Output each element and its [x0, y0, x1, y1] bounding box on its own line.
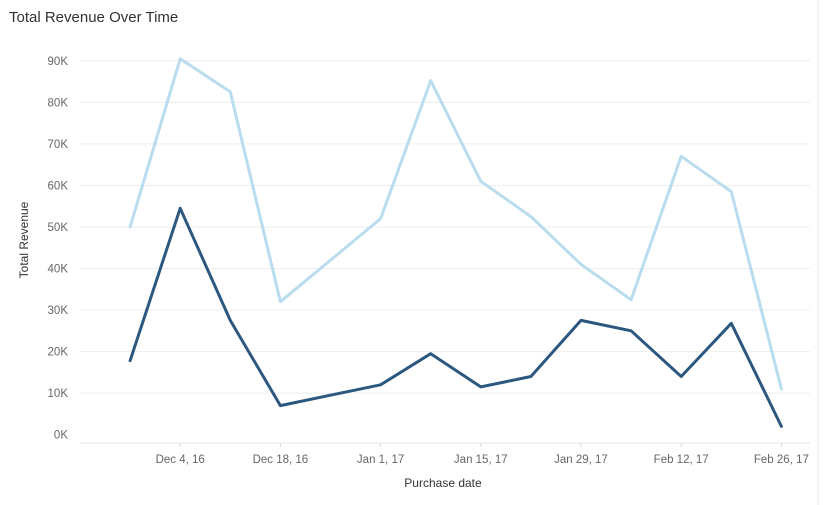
y-axis-ticks: 0K 10K 20K 30K 40K 50K 60K 70K 80K 90K: [48, 56, 69, 442]
x-tick-label: Feb 12, 17: [654, 454, 709, 466]
y-tick-label: 10K: [48, 388, 69, 400]
x-axis-ticks: Dec 4, 16 Dec 18, 16 Jan 1, 17 Jan 15, 17 Ja…: [156, 443, 809, 466]
gridlines: [80, 60, 810, 394]
chart-title: Total Revenue Over Time: [9, 9, 179, 26]
y-tick-label: 20K: [48, 347, 69, 359]
y-tick-label: 80K: [48, 97, 69, 109]
x-tick-label: Feb 26, 17: [754, 454, 809, 466]
x-tick-label: Jan 1, 17: [357, 454, 404, 466]
x-tick-label: Jan 15, 17: [454, 454, 508, 466]
x-axis-title: Purchase date: [404, 476, 482, 490]
y-tick-label: 40K: [48, 264, 69, 276]
y-axis-title: Total Revenue: [17, 201, 31, 278]
x-tick-label: Jan 29, 17: [554, 454, 608, 466]
x-tick-label: Dec 4, 16: [156, 454, 205, 466]
y-tick-label: 50K: [48, 222, 69, 234]
series-line-1: [128, 57, 783, 391]
x-tick-label: Dec 18, 16: [253, 454, 309, 466]
y-tick-label: 70K: [48, 139, 69, 151]
y-tick-label: 60K: [48, 180, 69, 192]
y-tick-label: 30K: [48, 305, 69, 317]
series-lines: [128, 57, 783, 428]
y-tick-label: 0K: [54, 430, 68, 442]
series-line-2: [128, 206, 783, 428]
y-tick-label: 90K: [48, 56, 69, 68]
